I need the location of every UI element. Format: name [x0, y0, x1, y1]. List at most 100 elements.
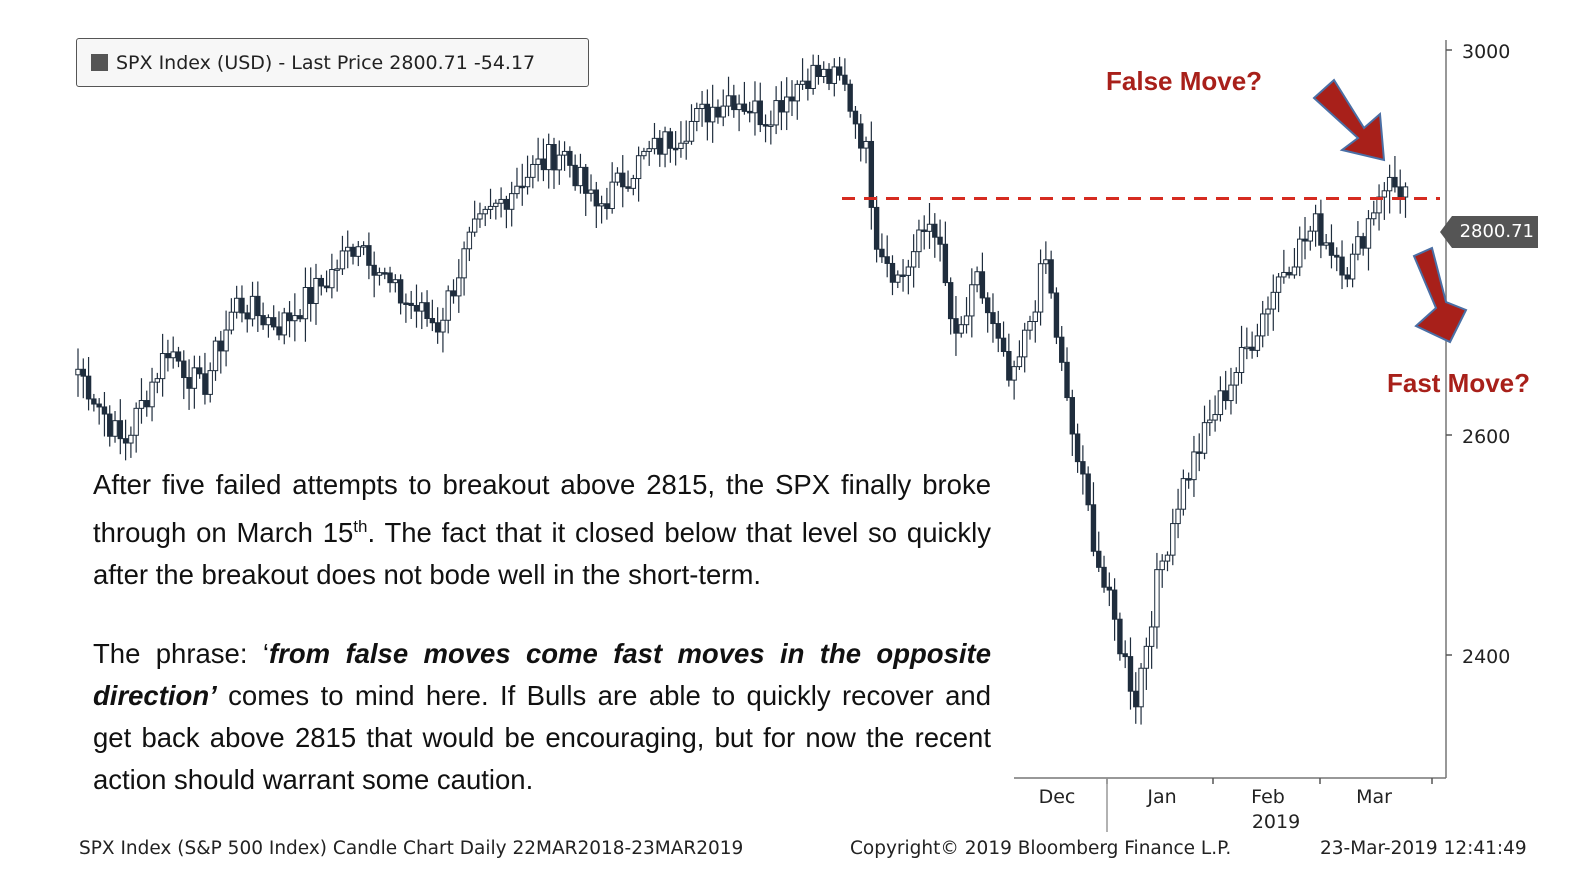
candle: [1191, 435, 1197, 497]
candle-body: [382, 272, 388, 275]
candle: [1180, 469, 1187, 516]
candle: [318, 274, 324, 296]
candle: [625, 170, 631, 192]
candle: [339, 235, 346, 275]
candle: [974, 266, 980, 293]
candle: [609, 162, 615, 214]
candle-body: [456, 277, 462, 297]
candle-body: [223, 329, 229, 352]
candle-body: [508, 193, 515, 210]
candle: [360, 241, 367, 256]
candle: [583, 164, 589, 217]
candle-body: [561, 150, 568, 156]
candle-body: [323, 285, 330, 289]
candle: [847, 79, 853, 118]
candle-body: [947, 282, 954, 320]
candle-body: [984, 297, 991, 314]
candle-body: [403, 302, 409, 305]
candle-body: [1074, 433, 1081, 463]
candle: [101, 392, 108, 437]
candle-body: [969, 284, 975, 317]
candle: [1138, 663, 1144, 725]
candle: [873, 196, 880, 263]
candle-body: [546, 144, 552, 171]
candle-body: [1318, 213, 1324, 246]
candle: [651, 122, 658, 155]
candle: [1000, 321, 1007, 357]
candle-body: [1286, 271, 1292, 276]
candle: [1365, 210, 1372, 271]
candle-body: [503, 198, 510, 210]
candle-body: [641, 150, 647, 157]
candle-body: [694, 108, 700, 122]
candle: [249, 281, 256, 327]
candle-body: [831, 66, 838, 84]
candle-body: [170, 351, 176, 359]
candle-body: [572, 164, 578, 187]
candle: [1111, 578, 1118, 641]
candle: [836, 56, 843, 81]
candle: [1117, 612, 1123, 661]
candle: [493, 199, 499, 220]
candle: [1074, 423, 1081, 473]
candle-body: [117, 420, 124, 440]
candle: [757, 82, 763, 133]
candle-body: [1016, 356, 1023, 368]
candle: [572, 154, 578, 191]
candle: [1270, 274, 1276, 331]
fast-move-arrow-icon: [1412, 246, 1468, 344]
candle-body: [207, 370, 213, 395]
candle-body: [921, 229, 927, 233]
candle-body: [434, 322, 441, 333]
candle: [947, 277, 954, 335]
candle: [635, 146, 642, 202]
y-tick-label-2400: 2400: [1462, 646, 1511, 668]
candle-body: [1397, 186, 1403, 198]
candle: [778, 81, 785, 131]
candle: [969, 268, 975, 338]
candle: [984, 292, 991, 333]
candle: [91, 393, 97, 412]
candle-body: [731, 95, 737, 111]
candle: [434, 307, 441, 344]
candle: [752, 81, 758, 136]
candle: [1201, 405, 1208, 460]
commentary-2-emphasis: from false moves come fast moves in the …: [93, 638, 991, 711]
candle: [1069, 389, 1076, 456]
candle-body: [149, 381, 155, 408]
candle-body: [181, 360, 187, 379]
candle: [1185, 472, 1192, 489]
candle-body: [932, 223, 938, 238]
commentary-1-superscript: th: [353, 517, 368, 536]
candle-body: [138, 400, 145, 409]
commentary-2-text-b: comes to mind here. If Bulls are able to…: [93, 680, 991, 795]
candle: [1402, 182, 1409, 218]
candle-body: [974, 271, 980, 286]
candle: [212, 336, 219, 381]
candle: [1281, 249, 1287, 284]
candle: [376, 267, 383, 286]
candle-body: [302, 287, 309, 320]
candle: [1016, 340, 1023, 370]
candle-body: [773, 100, 779, 126]
candle-body: [990, 312, 996, 325]
candle: [1371, 200, 1377, 226]
candle: [1265, 296, 1271, 336]
candle-body: [667, 131, 674, 149]
candle-body: [1344, 274, 1351, 280]
chart-legend: SPX Index (USD) - Last Price 2800.71 -54…: [76, 38, 589, 87]
candle: [762, 114, 769, 143]
candle: [1228, 367, 1234, 415]
candle-body: [334, 268, 340, 271]
candle-body: [657, 137, 663, 155]
candle: [323, 270, 330, 293]
candle: [1059, 326, 1065, 371]
candle-body: [514, 185, 520, 195]
candle-body: [1111, 589, 1118, 620]
candle: [1164, 551, 1171, 572]
candle-body: [651, 137, 658, 150]
candle-body: [144, 400, 150, 408]
candle: [1143, 637, 1150, 690]
candle: [736, 94, 742, 132]
